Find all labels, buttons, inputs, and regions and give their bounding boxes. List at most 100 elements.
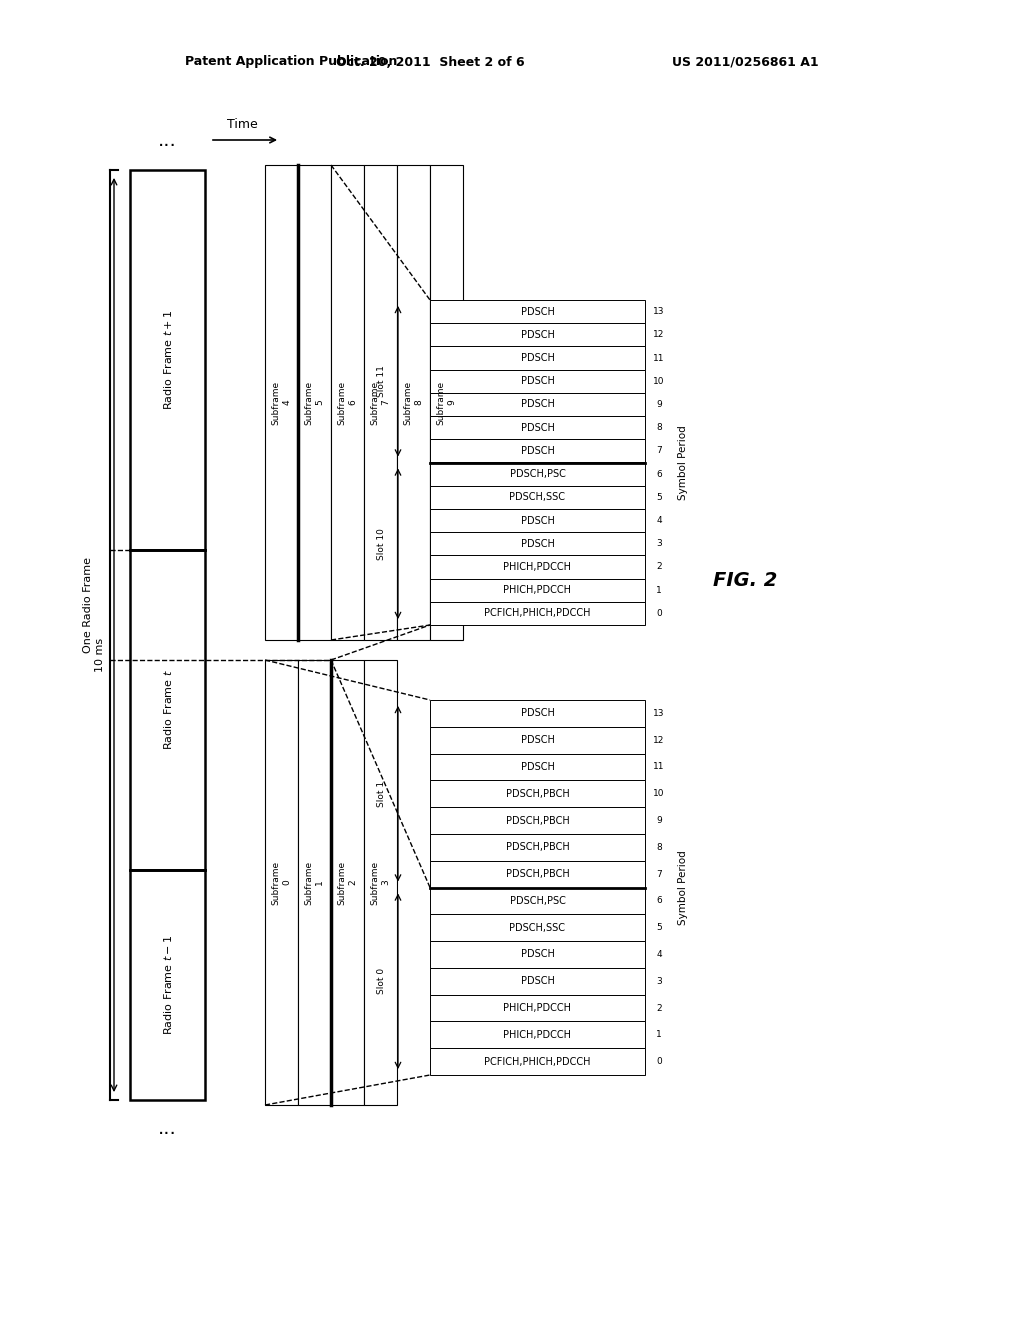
- Text: 5: 5: [656, 492, 662, 502]
- Text: Subframe
7: Subframe 7: [371, 380, 390, 425]
- Text: Subframe
2: Subframe 2: [338, 861, 357, 904]
- Text: FIG. 2: FIG. 2: [713, 570, 777, 590]
- Text: 13: 13: [653, 709, 665, 718]
- Bar: [298, 660, 331, 1105]
- Text: PDSCH,PBCH: PDSCH,PBCH: [506, 789, 569, 799]
- Text: PDSCH: PDSCH: [520, 422, 554, 433]
- Bar: [430, 807, 645, 834]
- Bar: [430, 532, 645, 556]
- Text: 1: 1: [656, 586, 662, 595]
- Text: Subframe
1: Subframe 1: [305, 861, 325, 904]
- Text: PCFICH,PHICH,PDCCH: PCFICH,PHICH,PDCCH: [484, 1056, 591, 1067]
- Text: 8: 8: [656, 424, 662, 432]
- Text: PDSCH: PDSCH: [520, 330, 554, 339]
- Bar: [430, 165, 463, 640]
- Bar: [331, 165, 364, 640]
- Bar: [265, 165, 298, 640]
- Bar: [430, 602, 645, 624]
- Bar: [298, 165, 331, 640]
- Text: PDSCH: PDSCH: [520, 949, 554, 960]
- Text: PDSCH,PBCH: PDSCH,PBCH: [506, 842, 569, 853]
- Text: Subframe
9: Subframe 9: [437, 380, 457, 425]
- Text: PDSCH: PDSCH: [520, 400, 554, 409]
- Text: PDSCH,PSC: PDSCH,PSC: [510, 469, 565, 479]
- Text: Oct. 20, 2011  Sheet 2 of 6: Oct. 20, 2011 Sheet 2 of 6: [336, 55, 524, 69]
- Text: 6: 6: [656, 470, 662, 479]
- Text: PCFICH,PHICH,PDCCH: PCFICH,PHICH,PDCCH: [484, 609, 591, 618]
- Text: PDSCH,SSC: PDSCH,SSC: [510, 492, 565, 503]
- Bar: [430, 754, 645, 780]
- Bar: [430, 861, 645, 887]
- Bar: [430, 462, 645, 486]
- Text: PDSCH: PDSCH: [520, 539, 554, 549]
- Text: Radio Frame $t-1$: Radio Frame $t-1$: [162, 935, 173, 1035]
- Bar: [430, 968, 645, 995]
- Text: 9: 9: [656, 400, 662, 409]
- Text: 8: 8: [656, 843, 662, 851]
- Text: 11: 11: [653, 763, 665, 771]
- Text: PDSCH,PBCH: PDSCH,PBCH: [506, 869, 569, 879]
- Text: 13: 13: [653, 308, 665, 315]
- Bar: [430, 887, 645, 915]
- Text: 12: 12: [653, 735, 665, 744]
- Text: PDSCH,PSC: PDSCH,PSC: [510, 896, 565, 906]
- Bar: [430, 727, 645, 754]
- Text: 5: 5: [656, 923, 662, 932]
- Bar: [430, 416, 645, 440]
- Text: Radio Frame $t$: Radio Frame $t$: [162, 669, 173, 750]
- Bar: [430, 346, 645, 370]
- Text: 2: 2: [656, 562, 662, 572]
- Text: Symbol Period: Symbol Period: [678, 850, 688, 925]
- Text: PDSCH: PDSCH: [520, 376, 554, 387]
- Text: 0: 0: [656, 609, 662, 618]
- Text: Time: Time: [227, 117, 258, 131]
- Text: PDSCH,SSC: PDSCH,SSC: [510, 923, 565, 933]
- Text: Patent Application Publication: Patent Application Publication: [185, 55, 397, 69]
- Bar: [265, 660, 298, 1105]
- Text: One Radio Frame: One Radio Frame: [83, 557, 93, 653]
- Bar: [430, 486, 645, 510]
- Bar: [430, 1022, 645, 1048]
- Text: Subframe
5: Subframe 5: [305, 380, 325, 425]
- Bar: [430, 510, 645, 532]
- Text: ...: ...: [158, 1118, 177, 1138]
- Bar: [430, 915, 645, 941]
- Text: PDSCH: PDSCH: [520, 446, 554, 455]
- Bar: [430, 1048, 645, 1074]
- Text: 0: 0: [656, 1057, 662, 1067]
- Text: PDSCH: PDSCH: [520, 977, 554, 986]
- Bar: [430, 323, 645, 346]
- Text: Slot 0: Slot 0: [378, 968, 386, 994]
- Text: PDSCH: PDSCH: [520, 735, 554, 746]
- Bar: [397, 165, 430, 640]
- Text: Subframe
0: Subframe 0: [271, 861, 291, 904]
- Bar: [430, 370, 645, 393]
- Bar: [430, 780, 645, 807]
- Text: 10 ms: 10 ms: [95, 638, 105, 672]
- Text: Slot 11: Slot 11: [378, 366, 386, 397]
- Text: 11: 11: [653, 354, 665, 363]
- Text: 10: 10: [653, 789, 665, 799]
- Text: 7: 7: [656, 870, 662, 879]
- Bar: [430, 578, 645, 602]
- Bar: [130, 870, 205, 1100]
- Bar: [364, 165, 397, 640]
- Text: 2: 2: [656, 1003, 662, 1012]
- Text: Slot 1: Slot 1: [378, 780, 386, 807]
- Bar: [364, 660, 397, 1105]
- Text: 4: 4: [656, 516, 662, 525]
- Text: PDSCH: PDSCH: [520, 709, 554, 718]
- Text: PHICH,PDCCH: PHICH,PDCCH: [504, 562, 571, 572]
- Text: PHICH,PDCCH: PHICH,PDCCH: [504, 1003, 571, 1012]
- Bar: [130, 550, 205, 870]
- Text: 6: 6: [656, 896, 662, 906]
- Bar: [430, 700, 645, 727]
- Bar: [430, 300, 645, 323]
- Text: PHICH,PDCCH: PHICH,PDCCH: [504, 585, 571, 595]
- Text: Subframe
3: Subframe 3: [371, 861, 390, 904]
- Bar: [430, 393, 645, 416]
- Text: Subframe
6: Subframe 6: [338, 380, 357, 425]
- Text: 9: 9: [656, 816, 662, 825]
- Text: PDSCH: PDSCH: [520, 352, 554, 363]
- Bar: [130, 170, 205, 550]
